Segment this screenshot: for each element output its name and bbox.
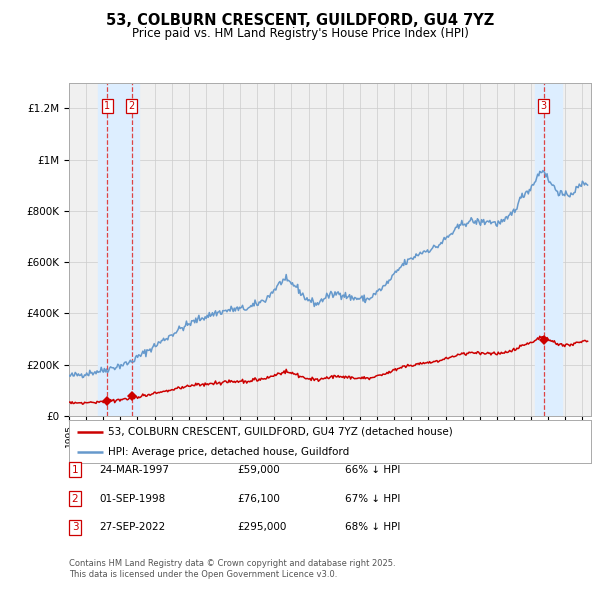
- Text: 01-SEP-1998: 01-SEP-1998: [99, 494, 165, 503]
- Text: 53, COLBURN CRESCENT, GUILDFORD, GU4 7YZ (detached house): 53, COLBURN CRESCENT, GUILDFORD, GU4 7YZ…: [108, 427, 453, 437]
- Text: 1: 1: [104, 101, 110, 111]
- Text: 3: 3: [71, 523, 79, 532]
- Text: £295,000: £295,000: [237, 523, 286, 532]
- Text: 27-SEP-2022: 27-SEP-2022: [99, 523, 165, 532]
- Text: This data is licensed under the Open Government Licence v3.0.: This data is licensed under the Open Gov…: [69, 571, 337, 579]
- Text: HPI: Average price, detached house, Guildford: HPI: Average price, detached house, Guil…: [108, 447, 349, 457]
- Text: 67% ↓ HPI: 67% ↓ HPI: [345, 494, 400, 503]
- Text: 68% ↓ HPI: 68% ↓ HPI: [345, 523, 400, 532]
- Text: 2: 2: [71, 494, 79, 503]
- Text: Contains HM Land Registry data © Crown copyright and database right 2025.: Contains HM Land Registry data © Crown c…: [69, 559, 395, 568]
- Text: 53, COLBURN CRESCENT, GUILDFORD, GU4 7YZ: 53, COLBURN CRESCENT, GUILDFORD, GU4 7YZ: [106, 13, 494, 28]
- Text: 2: 2: [128, 101, 135, 111]
- Text: £76,100: £76,100: [237, 494, 280, 503]
- Text: 3: 3: [541, 101, 547, 111]
- Text: 66% ↓ HPI: 66% ↓ HPI: [345, 465, 400, 474]
- Bar: [98, 83, 139, 416]
- Text: Price paid vs. HM Land Registry's House Price Index (HPI): Price paid vs. HM Land Registry's House …: [131, 27, 469, 40]
- Text: 1: 1: [71, 465, 79, 474]
- Text: £59,000: £59,000: [237, 465, 280, 474]
- Text: 24-MAR-1997: 24-MAR-1997: [99, 465, 169, 474]
- Bar: [535, 83, 562, 416]
